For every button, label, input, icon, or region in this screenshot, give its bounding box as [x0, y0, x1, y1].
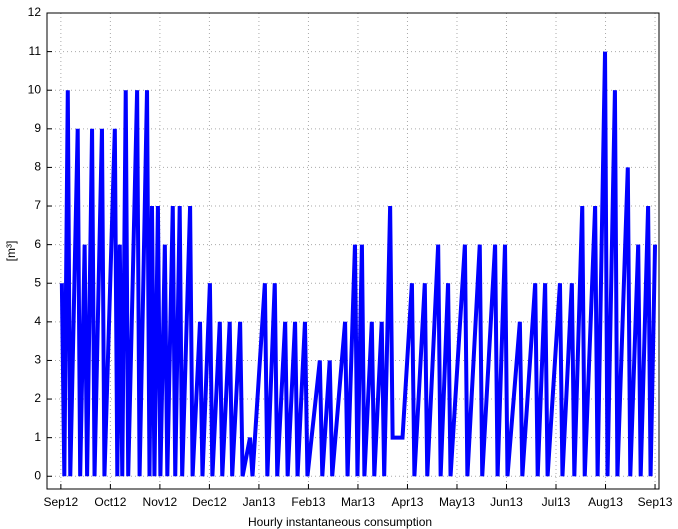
x-tick-label: Jun13 [490, 495, 523, 509]
y-tick-label: 11 [29, 44, 42, 58]
x-tick-label: Aug13 [588, 495, 623, 509]
y-tick-label: 6 [34, 237, 41, 251]
x-tick-label: Jan13 [243, 495, 276, 509]
y-tick-label: 1 [34, 430, 41, 444]
x-tick-label: Oct12 [94, 495, 126, 509]
y-tick-label: 0 [34, 468, 41, 482]
x-tick-label: Nov12 [143, 495, 178, 509]
x-tick-label: Jul13 [542, 495, 571, 509]
y-tick-label: 2 [34, 391, 41, 405]
y-axis-label: [m³] [4, 241, 18, 262]
x-tick-label: Apr13 [391, 495, 423, 509]
y-tick-label: 4 [34, 314, 41, 328]
y-tick-label: 3 [34, 353, 41, 367]
x-tick-label: Mar13 [341, 495, 375, 509]
x-axis-label: Hourly instantaneous consumption [248, 515, 432, 529]
y-tick-label: 5 [34, 275, 41, 289]
y-tick-label: 9 [34, 121, 41, 135]
y-tick-label: 7 [34, 198, 41, 212]
y-tick-label: 12 [28, 5, 42, 19]
data-line [59, 51, 658, 477]
plot-frame [46, 12, 660, 490]
x-tick-label: May13 [439, 495, 475, 509]
y-tick-label: 10 [28, 82, 42, 96]
x-tick-label: Sep12 [44, 495, 79, 509]
x-tick-label: Feb13 [291, 495, 325, 509]
x-tick-label: Dec12 [192, 495, 227, 509]
x-tick-label: Sep13 [638, 495, 673, 509]
y-tick-label: 8 [34, 160, 41, 174]
